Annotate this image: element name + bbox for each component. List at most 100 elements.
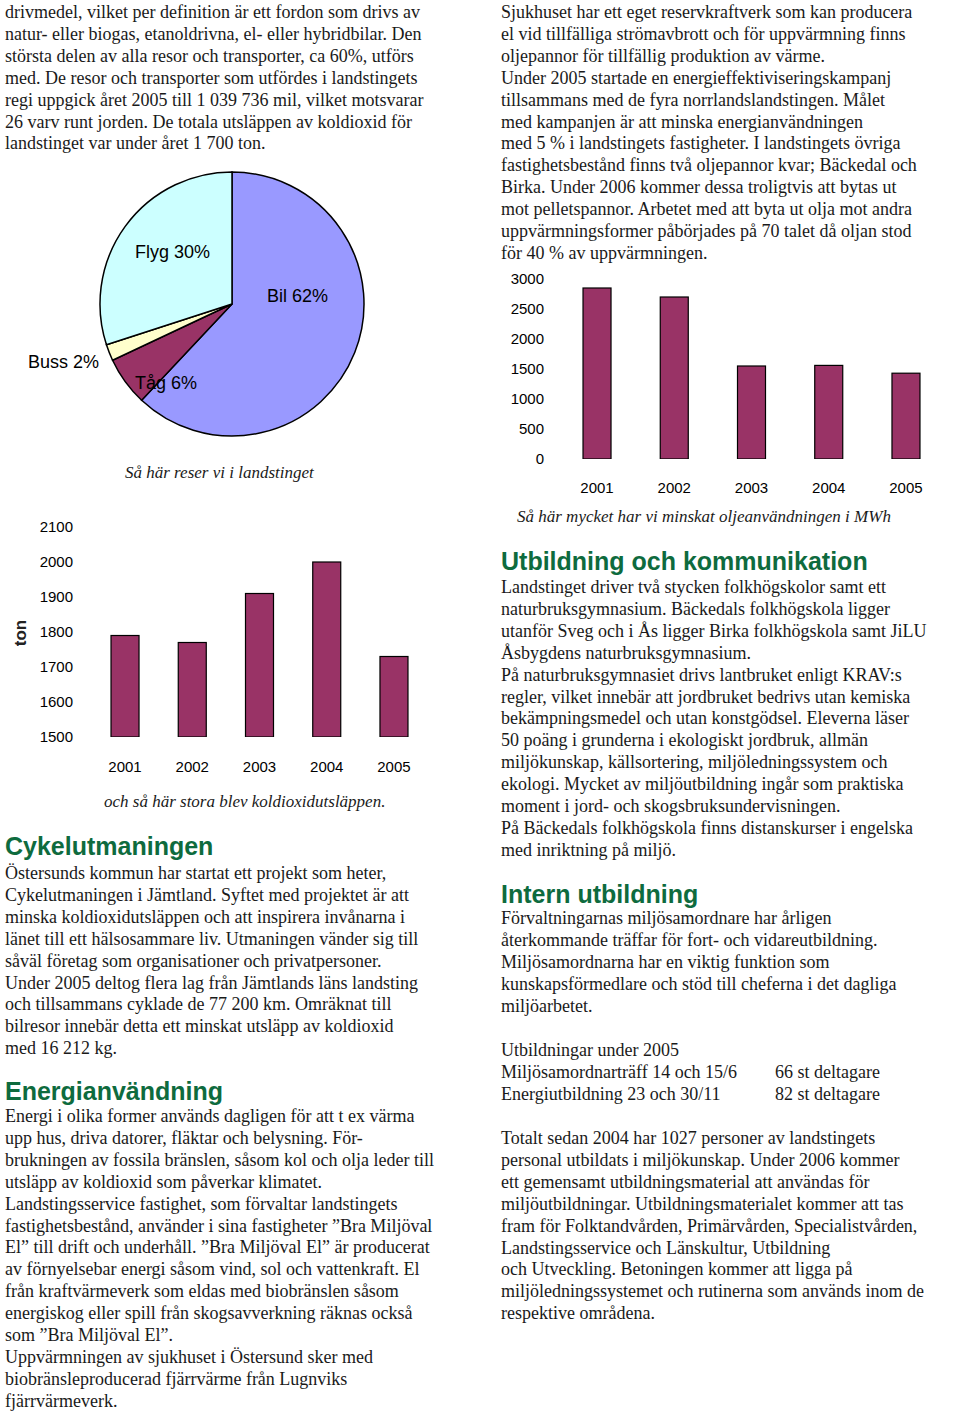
- text-line: fjärrvärmeverk.: [5, 1391, 117, 1411]
- slice-label: Buss 2%: [28, 352, 99, 372]
- table-cell: 66 st deltagare: [775, 1062, 880, 1082]
- bar-chart: 1500160017001800190020002100200120022003…: [11, 518, 411, 811]
- text-line: personal utbildats i miljökunskap. Under…: [501, 1150, 899, 1170]
- table-cell: Miljösamordnarträff 14 och 15/6: [501, 1062, 737, 1082]
- bar: [892, 373, 920, 459]
- text-line: På Bäckedals folkhögskola finns distansk…: [501, 818, 913, 838]
- slice-label: Flyg 30%: [135, 242, 210, 262]
- chart-caption: Så här reser vi i landstinget: [125, 463, 315, 482]
- section-heading: Cykelutmaningen: [5, 832, 213, 860]
- text-line: upp hus, driva datorer, fläktar och bely…: [5, 1128, 363, 1148]
- text-line: länet till ett hälsosammare liv. Utmanin…: [5, 929, 418, 949]
- text-line: natur- eller biogas, etanoldrivna, el- e…: [5, 24, 422, 44]
- text-line: Landstingsservice och Länskultur, Utbild…: [501, 1238, 830, 1258]
- text-line: moment i jord- och skogsbruksundervisnin…: [501, 796, 840, 816]
- y-tick-label: 2000: [40, 553, 73, 570]
- section-heading: Energianvändning: [5, 1077, 223, 1105]
- text-line: och tillsammans cyklade de 77 200 km. Om…: [5, 994, 391, 1014]
- section-heading: Utbildning och kommunikation: [501, 547, 868, 575]
- text-line: respektive områdena.: [501, 1303, 655, 1323]
- text-line: Uppvärmningen av sjukhuset i Östersund s…: [5, 1347, 373, 1367]
- text-section: Intern utbildningFörvaltningarnas miljös…: [501, 880, 924, 1323]
- text-section: CykelutmaningenÖstersunds kommun har sta…: [5, 832, 418, 1058]
- text-line: återkommande träffar för fort- och vidar…: [501, 930, 878, 950]
- text-section: drivmedel, vilket per definition är ett …: [5, 2, 423, 153]
- pie-chart: Bil 62% Tåg 6% Buss 2% Flyg 30% Så här reser…: [28, 172, 364, 482]
- text-line: el vid tillfälliga strömavbrott och för …: [501, 24, 905, 44]
- chart-caption: och så här stora blev koldioxidutsläppen…: [104, 792, 385, 811]
- text-line: uppvärmningsformer påbörjades på 70 tale…: [501, 221, 911, 241]
- y-tick-label: 1800: [40, 623, 73, 640]
- text-line: med inriktning på miljö.: [501, 840, 676, 860]
- slice-category: Bil: [267, 286, 287, 306]
- pie-slice: [100, 172, 232, 345]
- text-line: mot pelletspannor. Arbetet med att byta …: [501, 199, 912, 219]
- text-line: miljöledningssystemet och rutinerna som …: [501, 1281, 924, 1301]
- text-line: 26 varv runt jorden. De totala utsläppen…: [5, 112, 412, 132]
- bar: [111, 636, 139, 738]
- y-axis-title: ton: [11, 620, 30, 646]
- bars: [111, 562, 408, 737]
- bars: [583, 288, 920, 459]
- text-line: ekologi. Mycket av miljöutbildning ingår…: [501, 774, 903, 794]
- x-tick-label: 2004: [310, 758, 343, 775]
- bar: [660, 297, 688, 459]
- text-line: regi uppgick året 2005 till 1 039 736 mi…: [5, 90, 423, 110]
- text-line: av förnyelsebar energi såsom vind, sol o…: [5, 1259, 420, 1279]
- text-line: fastighetsbestånd, använder i sina fasti…: [5, 1216, 432, 1236]
- slice-label: Tåg 6%: [135, 373, 197, 393]
- text-line: biobränsleproducerad fjärrvärme från Lug…: [5, 1369, 347, 1389]
- x-tick-label: 2001: [580, 479, 613, 496]
- text-line: naturbruksgymnasium. Bäckedals folkhögsk…: [501, 599, 890, 619]
- text-line: kunskapsförmedlare och stöd till chefern…: [501, 974, 896, 994]
- y-tick-label: 1500: [511, 360, 544, 377]
- text-line: för 40 % av uppvärmningen.: [501, 243, 707, 263]
- text-line: fram för Folktandvården, Primärvården, S…: [501, 1216, 917, 1236]
- bar: [313, 562, 341, 737]
- slice-value: 30%: [174, 242, 210, 262]
- text-line: Miljösamordnarna har en viktig funktion …: [501, 952, 829, 972]
- x-tick-label: 2005: [889, 479, 922, 496]
- text-line: Cykelutmaningen i Jämtland. Syftet med p…: [5, 885, 409, 905]
- text-section: Sjukhuset har ett eget reservkraftverk s…: [501, 2, 917, 263]
- text-line: Birka. Under 2006 kommer dessa troligtvi…: [501, 177, 896, 197]
- y-tick-label: 2500: [511, 300, 544, 317]
- y-tick-label: 1900: [40, 588, 73, 605]
- table-cell: Energiutbildning 23 och 30/11: [501, 1084, 720, 1104]
- text-line: El” till drift och underhåll. ”Bra Miljö…: [5, 1237, 430, 1257]
- text-line: bilresor innebär detta ett minskat utslä…: [5, 1016, 393, 1036]
- y-tick-label: 500: [519, 420, 544, 437]
- bar: [178, 643, 206, 738]
- text-line: miljöarbetet.: [501, 996, 592, 1016]
- text-line: Sjukhuset har ett eget reservkraftverk s…: [501, 2, 912, 22]
- text-line: regler, vilket innebär att jordbruket be…: [501, 687, 910, 707]
- bar: [246, 594, 274, 738]
- y-tick-label: 1000: [511, 390, 544, 407]
- text-line: tillsammans med de fyra norrlandslandsti…: [501, 90, 885, 110]
- text-line: landstinget var under året 1 700 ton.: [5, 133, 265, 153]
- x-tick-label: 2001: [108, 758, 141, 775]
- page-canvas: drivmedel, vilket per definition är ett …: [0, 0, 960, 1416]
- slice-label: Bil 62%: [267, 286, 328, 306]
- text-line: utsläpp av koldioxid som påverkar klimat…: [5, 1172, 322, 1192]
- text-line: Landstinget driver två stycken folkhögsk…: [501, 577, 886, 597]
- text-section: Utbildning och kommunikationLandstinget …: [501, 547, 926, 860]
- text-line: Energi i olika former används dagligen f…: [5, 1106, 415, 1126]
- text-line: minska koldioxidutsläppen och att inspir…: [5, 907, 405, 927]
- text-line: Under 2005 deltog flera lag från Jämtlan…: [5, 973, 418, 993]
- bar: [380, 657, 408, 738]
- bar: [738, 366, 766, 459]
- bar: [583, 288, 611, 459]
- text-line: med 16 212 kg.: [5, 1038, 117, 1058]
- table-cell: 82 st deltagare: [775, 1084, 880, 1104]
- chart-caption: Så här mycket har vi minskat oljeanvändn…: [517, 507, 891, 526]
- text-line: Åsbygdens naturbruksgymnasium.: [501, 643, 751, 663]
- text-line: Totalt sedan 2004 har 1027 personer av l…: [501, 1128, 875, 1148]
- text-line: med 5 % i landstingets fastigheter. I la…: [501, 133, 900, 153]
- table-title: Utbildningar under 2005: [501, 1040, 679, 1060]
- text-line: 50 poäng i grunderna i ekologiskt jordbr…: [501, 730, 868, 750]
- x-tick-label: 2003: [243, 758, 276, 775]
- text-line: På naturbruksgymnasiet drivs lantbruket …: [501, 665, 902, 685]
- text-line: oljepannor för tillfällig produktion av …: [501, 46, 825, 66]
- text-line: brukningen av fossila bränslen, såsom ko…: [5, 1150, 434, 1170]
